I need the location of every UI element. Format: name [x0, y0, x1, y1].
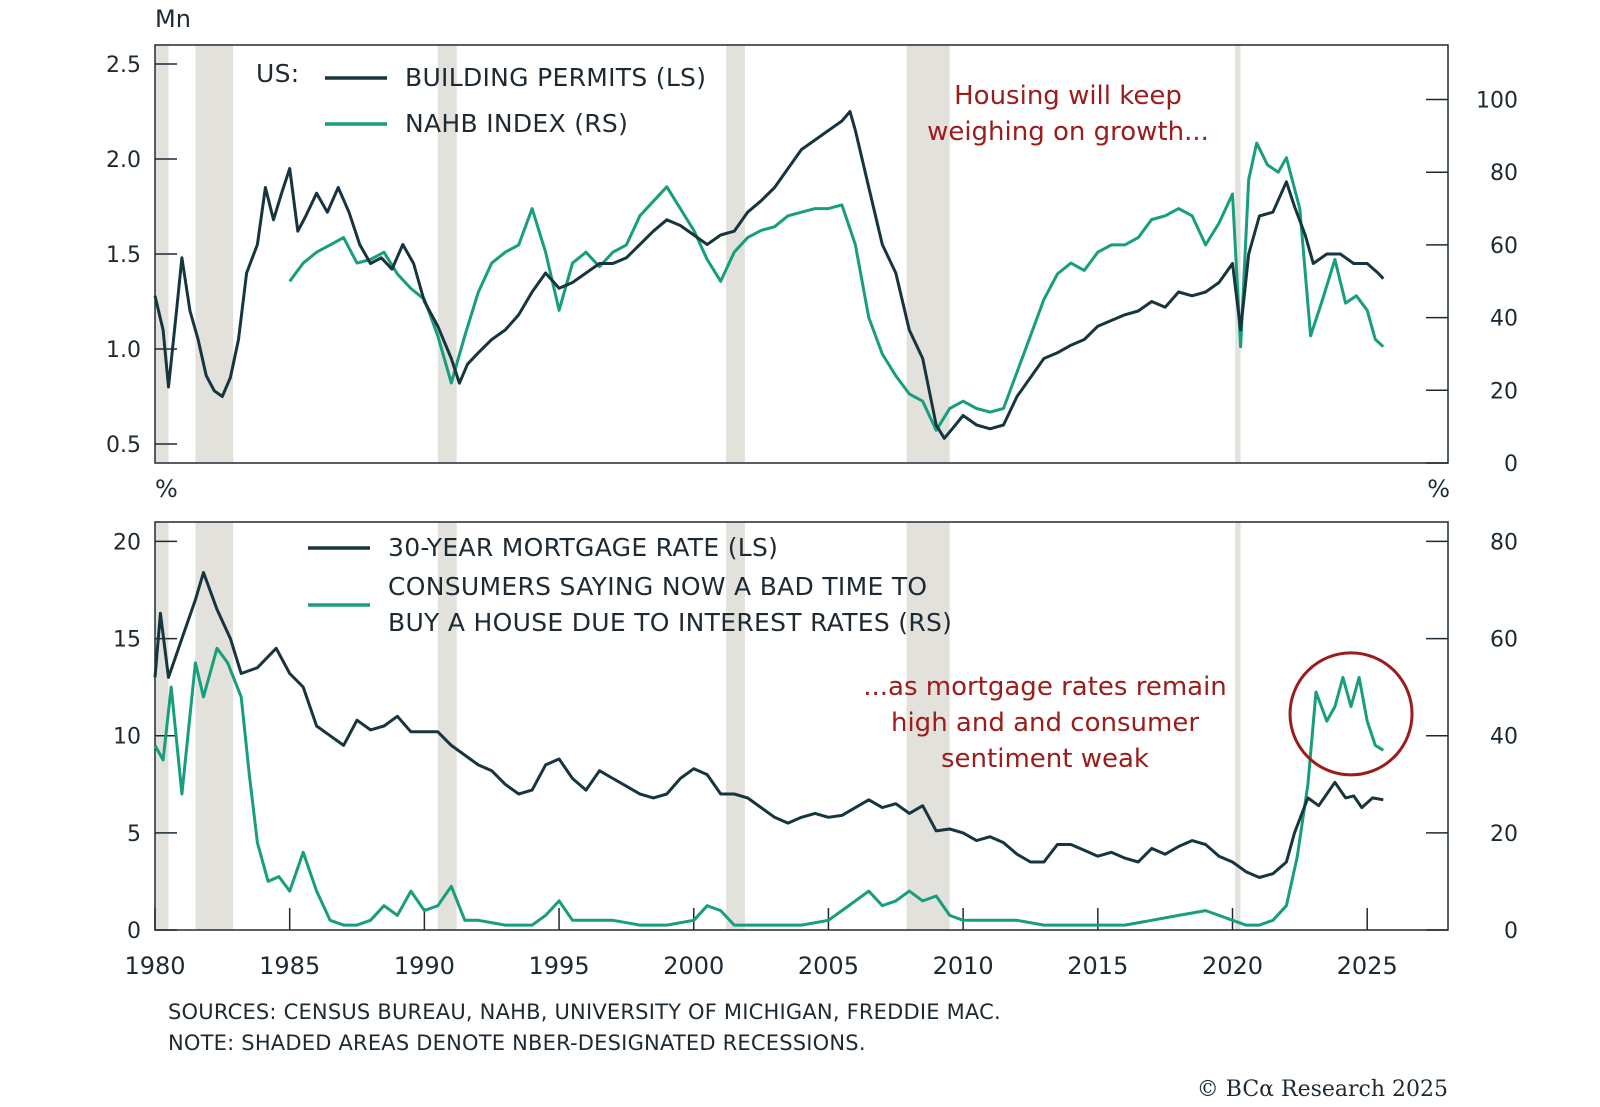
left-axis-tick-label: 15 — [113, 628, 141, 653]
recession-note: NOTE: SHADED AREAS DENOTE NBER-DESIGNATE… — [168, 1031, 866, 1055]
sources-note: SOURCES: CENSUS BUREAU, NAHB, UNIVERSITY… — [168, 1000, 1001, 1024]
legend-label: BUILDING PERMITS (LS) — [405, 63, 706, 92]
right-axis-tick-label: 80 — [1490, 530, 1518, 555]
legend-label: NAHB INDEX (RS) — [405, 109, 628, 138]
left-axis-tick-label: 1.5 — [106, 243, 141, 268]
x-axis-tick-label: 2025 — [1337, 952, 1398, 980]
legend-prefix: US: — [256, 59, 300, 88]
right-axis-tick-label: 20 — [1490, 822, 1518, 847]
right-axis-tick-label: 100 — [1476, 89, 1518, 114]
recession-shade — [726, 522, 745, 930]
x-axis-tick-label: 1985 — [259, 952, 320, 980]
x-axis-tick-label: 2000 — [663, 952, 724, 980]
annotation-line: sentiment weak — [941, 744, 1149, 774]
x-axis-tick-label: 2010 — [933, 952, 994, 980]
right-axis-tick-label: 60 — [1490, 234, 1518, 259]
left-axis-tick-label: 1.0 — [106, 338, 141, 363]
recession-shade — [906, 45, 950, 463]
recession-shade — [437, 45, 457, 463]
annotation-line: ...as mortgage rates remain — [863, 672, 1227, 702]
left-unit-label: Mn — [155, 5, 191, 33]
legend-label: 30-YEAR MORTGAGE RATE (LS) — [388, 533, 778, 562]
recession-shade — [1235, 522, 1241, 930]
recession-shade — [726, 45, 745, 463]
plot-frame — [154, 521, 1449, 931]
recession-shade — [1235, 45, 1241, 463]
right-axis-tick-label: 40 — [1490, 725, 1518, 750]
right-axis-tick-label: 60 — [1490, 628, 1518, 653]
highlight-circle — [1288, 651, 1414, 777]
series-line-green — [153, 646, 1385, 927]
x-axis-tick-label: 1995 — [529, 952, 590, 980]
bottom-panel: 0 5 10 15 20 0 20 40 60 80% % 30-YEAR MORTGAGE RATE… — [113, 475, 1518, 944]
left-unit-label: % — [155, 475, 178, 503]
annotation-line: weighing on growth... — [927, 117, 1209, 147]
legend-label: CONSUMERS SAYING NOW A BAD TIME TO — [388, 572, 927, 601]
annotation-line: Housing will keep — [954, 81, 1182, 111]
legend-label: BUY A HOUSE DUE TO INTEREST RATES (RS) — [388, 608, 952, 637]
left-axis-tick-label: 10 — [113, 725, 141, 750]
x-axis-tick-labels: 1980 1985 1990 1995 2000 2005 2010 2015 2020 2025 — [124, 952, 1397, 980]
left-axis-tick-label: 20 — [113, 530, 141, 555]
right-axis-tick-label: 20 — [1490, 379, 1518, 404]
recession-shade — [195, 522, 234, 930]
left-axis-tick-label: 5 — [127, 822, 141, 847]
recession-shade — [906, 522, 950, 930]
x-axis-tick-label: 2015 — [1067, 952, 1128, 980]
right-axis-tick-label: 0 — [1504, 452, 1518, 477]
x-axis-tick-label: 1990 — [394, 952, 455, 980]
top-panel: 0.5 1.0 1.5 2.0 2.5 0 20 40 60 80 100 Mn BUILDING PE… — [106, 5, 1518, 477]
left-axis-tick-label: 2.5 — [106, 53, 141, 78]
recession-shade — [437, 522, 457, 930]
right-axis-tick-label: 40 — [1490, 307, 1518, 332]
right-unit-label: % — [1427, 475, 1450, 503]
left-axis-tick-label: 2.0 — [106, 148, 141, 173]
bca-credit: © BCα Research 2025 — [1197, 1077, 1448, 1102]
right-axis-tick-label: 0 — [1504, 919, 1518, 944]
series-line-dark — [153, 110, 1385, 440]
right-axis-tick-label: 80 — [1490, 161, 1518, 186]
x-axis-tick-label: 1980 — [124, 952, 185, 980]
x-axis-tick-label: 2020 — [1202, 952, 1263, 980]
plot-frame — [154, 44, 1449, 464]
left-axis-tick-label: 0.5 — [106, 433, 141, 458]
x-axis-tick-label: 2005 — [798, 952, 859, 980]
left-axis-tick-label: 0 — [127, 919, 141, 944]
series-line-dark — [153, 571, 1384, 879]
annotation-line: high and and consumer — [891, 708, 1199, 738]
recession-shade — [195, 45, 234, 463]
